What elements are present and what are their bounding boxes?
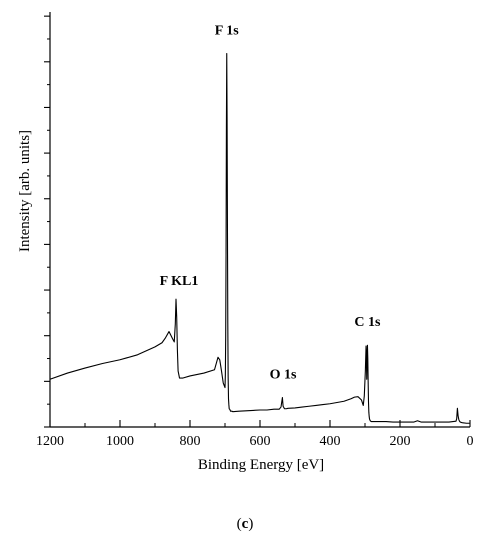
x-tick-labels: 1200 1000 800 600 400 200 0	[36, 434, 474, 449]
x-minor-ticks	[84, 423, 436, 427]
x-tick-label: 200	[390, 434, 411, 449]
peak-label: O 1s	[270, 368, 297, 383]
y-axis-title: Intensity [arb. units]	[17, 130, 33, 252]
x-tick-label: 400	[320, 434, 341, 449]
x-tick-label: 600	[250, 434, 271, 449]
panel-label-open-paren: (	[237, 516, 242, 532]
panel-label-close-paren: )	[248, 516, 253, 532]
peak-label: F 1s	[215, 24, 240, 39]
y-ticks	[44, 15, 50, 428]
x-tick-label: 800	[180, 434, 201, 449]
x-ticks	[49, 420, 471, 427]
peak-label: C 1s	[354, 315, 381, 330]
axes: 1200 1000 800 600 400 200 0	[36, 12, 474, 449]
x-tick-label: 1200	[36, 434, 64, 449]
x-axis-title: Binding Energy [eV]	[198, 457, 324, 473]
spectrum-line	[49, 52, 470, 424]
panel-label-letter: c	[242, 516, 249, 532]
x-tick-label: 0	[467, 434, 474, 449]
y-minor-ticks	[47, 38, 50, 405]
panel-label: (c)	[237, 516, 254, 532]
peak-labels: F 1s F KL1 O 1s C 1s	[160, 24, 381, 383]
peak-label: F KL1	[160, 274, 199, 289]
x-tick-label: 1000	[106, 434, 134, 449]
